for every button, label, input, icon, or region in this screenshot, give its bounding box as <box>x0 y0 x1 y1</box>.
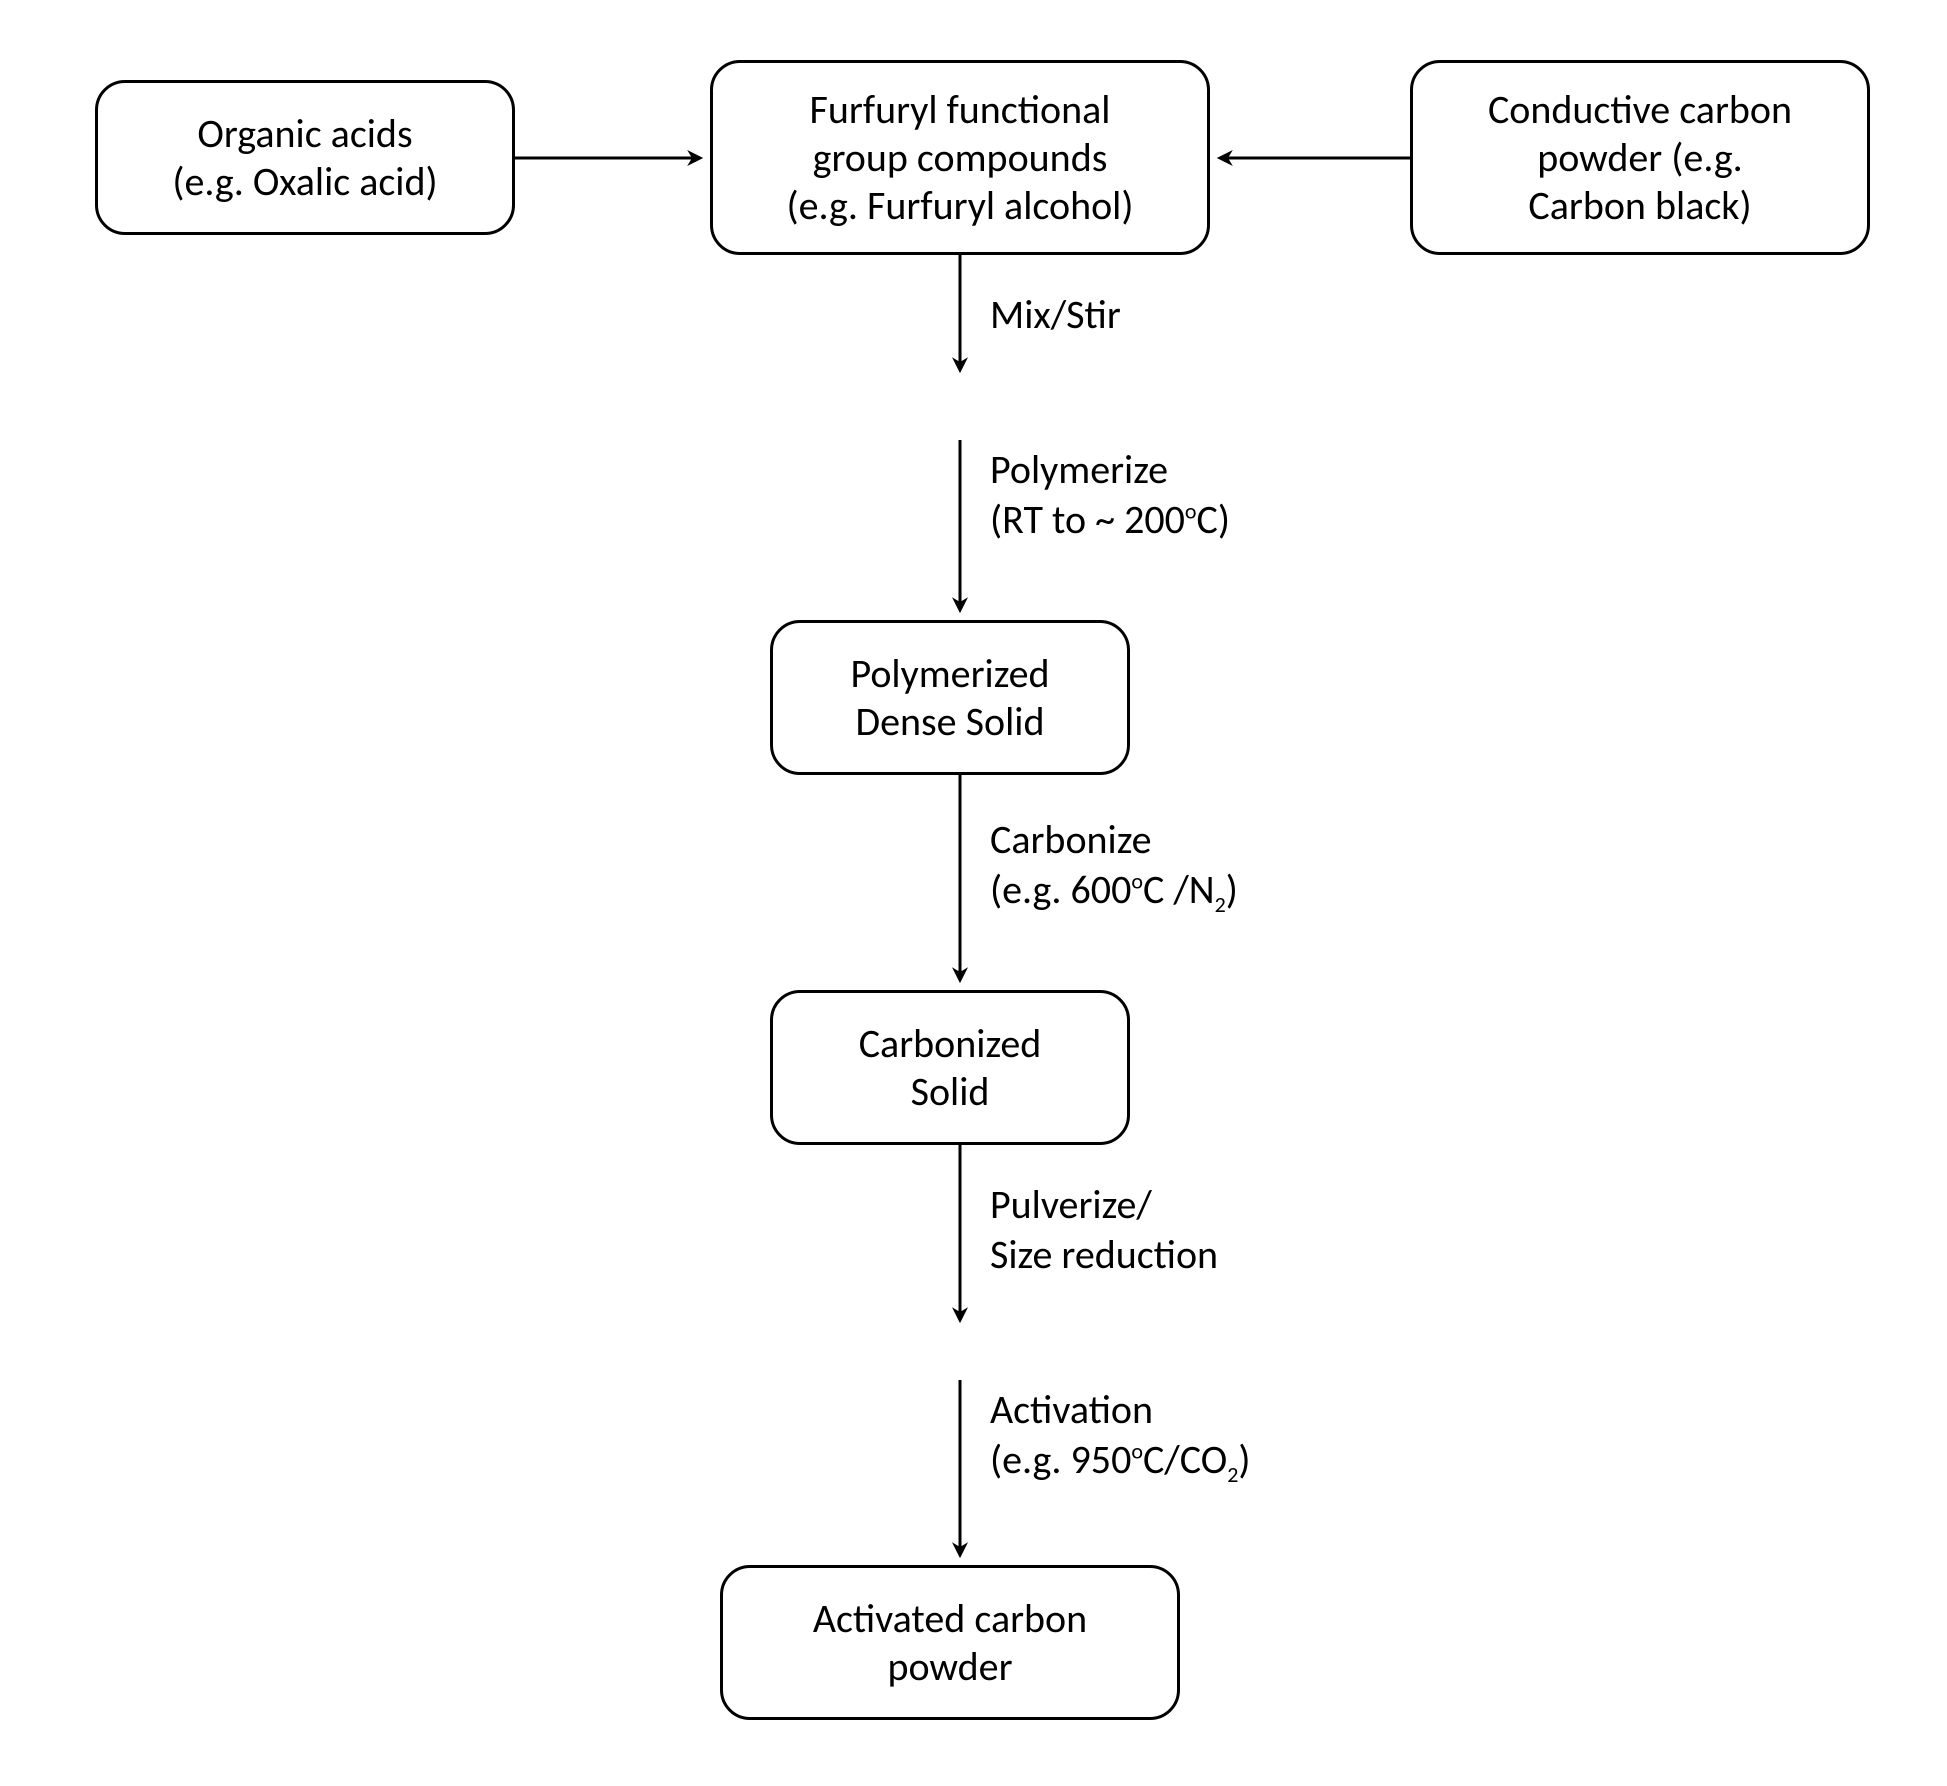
node-text: Organic acids (e.g. Oxalic acid) <box>172 110 437 206</box>
edge-label-polymerize: Polymerize (RT to ~ 200oC) <box>990 445 1230 545</box>
edge-label-mix-stir: Mix/Stir <box>990 290 1121 340</box>
node-text: Polymerized Dense Solid <box>850 650 1049 746</box>
node-line: (e.g. Oxalic acid) <box>172 157 437 206</box>
node-conductive-carbon: Conductive carbon powder (e.g. Carbon bl… <box>1410 60 1870 255</box>
label-line: Carbonize <box>990 815 1152 864</box>
node-text: Carbonized Solid <box>859 1020 1042 1116</box>
edge-label-pulverize: Pulverize/ Size reduction <box>990 1180 1218 1280</box>
node-line: Polymerized <box>850 649 1049 698</box>
node-line: Carbon black) <box>1528 181 1751 230</box>
edge-label-activation: Activation (e.g. 950oC/CO2) <box>990 1385 1251 1489</box>
node-line: Organic acids <box>197 109 412 158</box>
node-text: Conductive carbon powder (e.g. Carbon bl… <box>1488 86 1792 230</box>
node-activated-carbon: Activated carbon powder <box>720 1565 1180 1720</box>
node-line: Carbonized <box>859 1019 1042 1068</box>
label-line: (RT to ~ 200oC) <box>990 495 1230 544</box>
edge-label-carbonize: Carbonize (e.g. 600oC /N2) <box>990 815 1238 919</box>
node-line: Furfuryl functional <box>810 85 1111 134</box>
node-line: Dense Solid <box>856 697 1045 746</box>
flowchart-canvas: Organic acids (e.g. Oxalic acid) Furfury… <box>0 0 1947 1786</box>
node-line: Conductive carbon <box>1488 85 1792 134</box>
node-line: powder (e.g. <box>1537 133 1743 182</box>
node-line: group compounds <box>813 133 1108 182</box>
node-organic-acids: Organic acids (e.g. Oxalic acid) <box>95 80 515 235</box>
node-line: (e.g. Furfuryl alcohol) <box>787 181 1134 230</box>
edges-layer <box>0 0 1947 1786</box>
node-text: Furfuryl functional group compounds (e.g… <box>787 86 1134 230</box>
label-line: (e.g. 600oC /N2) <box>990 865 1238 914</box>
label-line: (e.g. 950oC/CO2) <box>990 1435 1251 1484</box>
node-line: Solid <box>911 1067 990 1116</box>
label-line: Pulverize/ <box>990 1180 1152 1229</box>
label-line: Activation <box>990 1385 1153 1434</box>
node-line: Activated carbon <box>813 1594 1087 1643</box>
label-line: Size reduction <box>990 1230 1218 1279</box>
node-line: powder <box>887 1642 1012 1691</box>
node-text: Activated carbon powder <box>813 1595 1087 1691</box>
label-line: Polymerize <box>990 445 1168 494</box>
node-carbonized-solid: Carbonized Solid <box>770 990 1130 1145</box>
label-line: Mix/Stir <box>990 290 1121 339</box>
node-furfuryl: Furfuryl functional group compounds (e.g… <box>710 60 1210 255</box>
node-polymerized-solid: Polymerized Dense Solid <box>770 620 1130 775</box>
